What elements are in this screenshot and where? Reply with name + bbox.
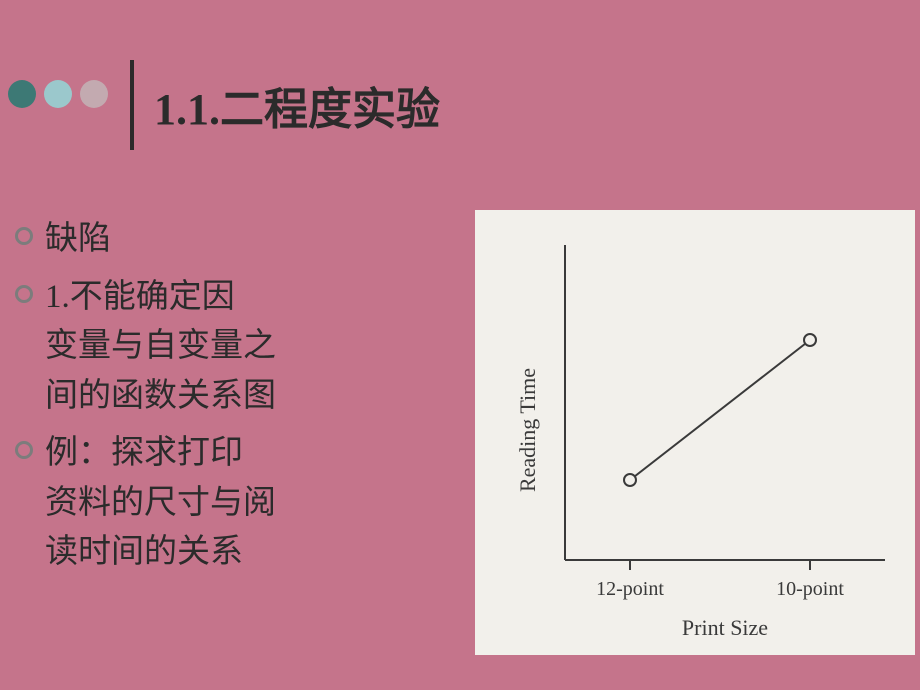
bullet-text-2: 1.不能确定因 变量与自变量之 间的函数关系图 (45, 273, 276, 422)
reading-time-chart: Reading Time 12-point 10-point Print Siz… (475, 210, 915, 655)
bullet-3-line1: 例：探求打印 (45, 435, 243, 471)
bullet-ring-icon (15, 441, 33, 459)
circle-decoration-3 (80, 80, 108, 108)
bullet-2-line2: 变量与自变量之 (45, 328, 276, 364)
circle-decoration-1 (8, 80, 36, 108)
bullet-item-3: 例：探求打印 资料的尺寸与阅 读时间的关系 (15, 429, 465, 578)
title-container: 1.1.二程度实验 (130, 60, 440, 150)
bullet-2-line1: 1.不能确定因 (45, 279, 235, 315)
data-point-1 (624, 474, 636, 486)
data-line (630, 340, 810, 480)
content-list: 缺陷 1.不能确定因 变量与自变量之 间的函数关系图 例：探求打印 资料的尺寸与… (15, 215, 465, 586)
bullet-text-1: 缺陷 (45, 215, 111, 265)
bullet-item-2: 1.不能确定因 变量与自变量之 间的函数关系图 (15, 273, 465, 422)
bullet-text-3: 例：探求打印 资料的尺寸与阅 读时间的关系 (45, 429, 276, 578)
bullet-ring-icon (15, 227, 33, 245)
bullet-item-1: 缺陷 (15, 215, 465, 265)
decorative-circles (8, 80, 108, 108)
page-title: 1.1.二程度实验 (154, 73, 440, 137)
y-axis-label: Reading Time (515, 368, 540, 492)
x-tick-label-1: 12-point (596, 578, 664, 600)
x-axis-label: Print Size (682, 615, 768, 640)
bullet-3-line2: 资料的尺寸与阅 (45, 485, 276, 521)
bullet-ring-icon (15, 285, 33, 303)
chart-svg: Reading Time 12-point 10-point Print Siz… (475, 210, 915, 655)
circle-decoration-2 (44, 80, 72, 108)
x-tick-label-2: 10-point (776, 578, 844, 600)
data-point-2 (804, 334, 816, 346)
bullet-3-line3: 读时间的关系 (45, 534, 243, 570)
bullet-2-line3: 间的函数关系图 (45, 378, 276, 414)
